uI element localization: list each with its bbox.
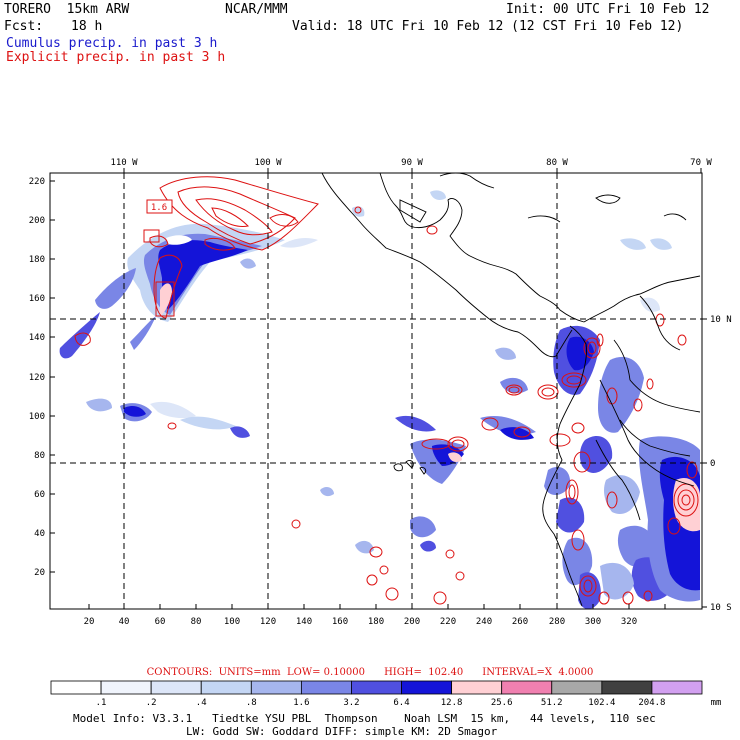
colorbar-swatch [50,680,102,695]
bottom-tick: 300 [585,617,601,627]
cumulus-precip-south-america [352,190,700,609]
colorbar-label: .2 [146,698,157,708]
cumulus-precip-midocean [86,347,536,554]
colorbar-swatch [551,680,603,695]
precip-fields [59,176,700,609]
bottom-tick: 200 [404,617,420,627]
bottom-tick: 60 [155,617,166,627]
colorbar-swatch [300,680,352,695]
lat-label: 0 [710,459,715,469]
cumulus-legend: Cumulus precip. in past 3 h [6,36,218,51]
cumulus-precip-northwest [59,223,318,359]
longitude-labels: 110 W 100 W 90 W 80 W 70 W [110,158,712,168]
lon-label: 80 W [546,158,568,168]
colorbar-label: 102.4 [588,698,615,708]
left-tick: 200 [29,216,45,226]
left-tick: 140 [29,333,45,343]
model-info-line1: Model Info: V3.3.1 Tiedtke YSU PBL Thomp… [73,712,656,725]
colorbar-unit: mm [711,698,722,708]
left-tick: 80 [34,451,45,461]
colorbar-label: 1.6 [293,698,309,708]
colorbar-label: 12.8 [441,698,463,708]
valid-time: Valid: 18 UTC Fri 10 Feb 12 (12 CST Fri … [292,19,684,34]
colorbar-swatch [351,680,402,695]
bottom-tick: 20 [84,617,95,627]
bottom-tick: 100 [224,617,240,627]
contour-marker-box [143,229,160,243]
explicit-contours-northwest [74,176,319,346]
colorbar-swatch [451,680,503,695]
model-info-line2: LW: Godd SW: Goddard DIFF: simple KM: 2D… [186,725,498,738]
explicit-legend: Explicit precip. in past 3 h [6,50,226,65]
colorbar-swatch [200,680,252,695]
lon-label: 90 W [401,158,423,168]
coastlines [321,173,701,607]
colorbar: .1 .2 .4 .8 1.6 3.2 6.4 12.8 25.6 51.2 102.4 204.8 m… [50,680,722,708]
colorbar-swatch [250,680,302,695]
colorbar-label: 204.8 [638,698,665,708]
bottom-tick: 320 [621,617,637,627]
axis-ticks [50,168,707,609]
left-tick: 20 [34,568,45,578]
colorbar-label: 25.6 [491,698,513,708]
bottom-tick: 260 [512,617,528,627]
model-title: TORERO 15km ARW [4,2,130,17]
colorbar-swatch [150,680,202,695]
forecast-hour: 18 h [71,19,103,34]
left-tick: 120 [29,373,45,383]
colorbar-label: .8 [246,698,257,708]
explicit-contours-south [167,206,699,605]
bottom-tick: 40 [119,617,130,627]
bottom-axis-labels: 20 40 60 80 100 120 140 160 180 200 220 … [84,617,638,627]
lat-label: 10 N [710,315,732,325]
left-tick: 160 [29,294,45,304]
bottom-tick: 280 [549,617,565,627]
left-tick: 180 [29,255,45,265]
contour-info: CONTOURS: UNITS=mm LOW= 0.10000 HIGH= 10… [146,667,594,678]
colorbar-label: .1 [96,698,107,708]
left-tick: 60 [34,490,45,500]
bottom-tick: 220 [440,617,456,627]
latitude-labels: 10 N 0 10 S [710,315,732,613]
bottom-tick: 160 [332,617,348,627]
forecast-label: Fcst: [4,19,44,34]
colorbar-label: 6.4 [393,698,409,708]
colorbar-swatch [651,680,703,695]
lon-label: 110 W [110,158,138,168]
bottom-tick: 180 [368,617,384,627]
bottom-tick: 140 [296,617,312,627]
contour-value-label: 1.6 [151,203,167,213]
center-label: NCAR/MMM [225,2,288,17]
colorbar-swatch [100,680,152,695]
left-axis-labels: 220 200 180 160 140 120 100 80 60 40 20 [29,177,45,578]
colorbar-label: 3.2 [343,698,359,708]
lon-label: 70 W [690,158,712,168]
colorbar-swatch [401,680,453,695]
contour-marker-box-2 [155,281,175,317]
lon-label: 100 W [254,158,282,168]
lat-lon-grid [50,173,702,609]
bottom-tick: 240 [476,617,492,627]
left-tick: 220 [29,177,45,187]
left-tick: 100 [29,412,45,422]
colorbar-label: .4 [196,698,207,708]
lat-label: 10 S [710,603,732,613]
bottom-tick: 120 [260,617,276,627]
colorbar-label: 51.2 [541,698,563,708]
init-time: Init: 00 UTC Fri 10 Feb 12 [506,2,710,17]
colorbar-swatch [601,680,653,695]
colorbar-swatch [501,680,553,695]
bottom-tick: 80 [191,617,202,627]
left-tick: 40 [34,529,45,539]
contour-label-box [146,199,173,214]
